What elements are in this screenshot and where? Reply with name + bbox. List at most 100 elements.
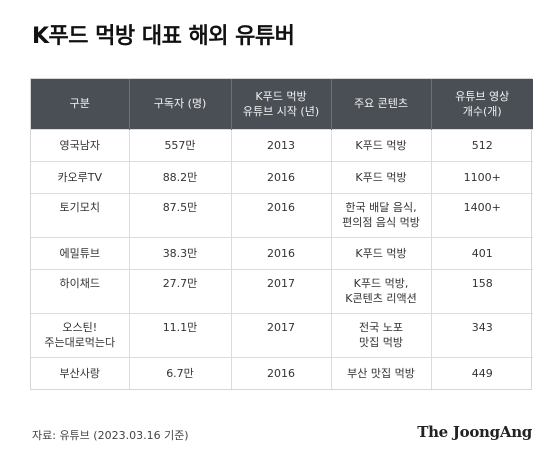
cell-text: 6.7만 bbox=[166, 366, 194, 380]
cell-text: 557만 bbox=[164, 138, 196, 152]
cell-text: 1100+ bbox=[463, 170, 501, 184]
cell-subscribers: 11.1만 bbox=[129, 312, 232, 357]
cell-name: 영국남자 bbox=[31, 128, 130, 161]
cell-text: 512 bbox=[471, 138, 493, 152]
header-text: 유튜브 시작 (년) bbox=[242, 104, 320, 118]
cell-start-year: 2016 bbox=[231, 236, 332, 269]
cell-start-year: 2016 bbox=[231, 356, 332, 389]
cell-text: 오스틴! bbox=[62, 320, 98, 334]
cell-name: 에밀튜브 bbox=[31, 236, 130, 269]
cell-name: 부산사랑 bbox=[31, 356, 130, 389]
header-text: K푸드 먹방 bbox=[255, 89, 307, 103]
cell-text: 2017 bbox=[267, 276, 295, 290]
cell-text: 401 bbox=[471, 246, 493, 260]
cell-text: 27.7만 bbox=[162, 276, 198, 290]
youtuber-table: 구분 구독자 (명) K푸드 먹방 유튜브 시작 (년) 주요 콘텐츠 유튜브 영상 개수(… bbox=[31, 79, 533, 389]
header-text: 구분 bbox=[69, 97, 90, 111]
table-row: 부산사랑 6.7만 2016 부산 맛집 먹방 449 bbox=[31, 356, 533, 389]
cell-text: K푸드 먹방 bbox=[355, 170, 407, 184]
cell-video-count: 158 bbox=[431, 268, 533, 313]
cell-main-content: K푸드 먹방 bbox=[331, 128, 432, 161]
cell-subscribers: 38.3만 bbox=[129, 236, 232, 269]
publisher-logo: The JoongAng bbox=[417, 423, 532, 441]
cell-text: 한국 배달 음식, bbox=[345, 200, 417, 214]
header-text: 개수(개) bbox=[462, 104, 502, 118]
cell-text: 1400+ bbox=[463, 200, 501, 214]
page-title: K푸드 먹방 대표 해외 유튜버 bbox=[32, 24, 295, 49]
cell-text: 2016 bbox=[267, 246, 295, 260]
cell-text: K푸드 먹방 bbox=[355, 246, 407, 260]
cell-text: K콘텐츠 리액션 bbox=[345, 291, 417, 305]
cell-text: 전국 노포 bbox=[359, 320, 403, 334]
cell-text: 하이채드 bbox=[59, 276, 100, 290]
cell-video-count: 1400+ bbox=[431, 192, 533, 237]
cell-subscribers: 6.7만 bbox=[129, 356, 232, 389]
cell-main-content: 부산 맛집 먹방 bbox=[331, 356, 432, 389]
cell-subscribers: 87.5만 bbox=[129, 192, 232, 237]
table-row: 오스틴! 주는대로먹는다 11.1만 2017 전국 노포 맛집 먹방 343 bbox=[31, 312, 533, 357]
cell-text: 2016 bbox=[267, 200, 295, 214]
cell-name: 오스틴! 주는대로먹는다 bbox=[31, 312, 130, 357]
cell-text: 449 bbox=[471, 366, 493, 380]
cell-video-count: 343 bbox=[431, 312, 533, 357]
table-row: 에밀튜브 38.3만 2016 K푸드 먹방 401 bbox=[31, 236, 533, 269]
table-row: 토기모치 87.5만 2016 한국 배달 음식, 편의점 음식 먹방 1400+ bbox=[31, 192, 533, 237]
cell-text: 88.2만 bbox=[162, 170, 198, 184]
cell-text: K푸드 먹방 bbox=[355, 138, 407, 152]
cell-text: 부산 맛집 먹방 bbox=[347, 366, 415, 380]
cell-start-year: 2016 bbox=[231, 192, 332, 237]
header-category: 구분 bbox=[31, 79, 130, 129]
table-row: 카오루TV 88.2만 2016 K푸드 먹방 1100+ bbox=[31, 160, 533, 193]
cell-subscribers: 88.2만 bbox=[129, 160, 232, 193]
header-subscribers: 구독자 (명) bbox=[129, 79, 232, 129]
cell-video-count: 512 bbox=[431, 128, 533, 161]
cell-main-content: K푸드 먹방 bbox=[331, 236, 432, 269]
cell-text: K푸드 먹방, bbox=[353, 276, 409, 290]
cell-main-content: 전국 노포 맛집 먹방 bbox=[331, 312, 432, 357]
cell-text: 부산사랑 bbox=[59, 366, 100, 380]
cell-text: 2016 bbox=[267, 170, 295, 184]
header-text: 유튜브 영상 bbox=[455, 89, 510, 103]
cell-subscribers: 27.7만 bbox=[129, 268, 232, 313]
cell-text: 2016 bbox=[267, 366, 295, 380]
cell-text: 편의점 음식 먹방 bbox=[342, 215, 420, 229]
table-row: 하이채드 27.7만 2017 K푸드 먹방, K콘텐츠 리액션 158 bbox=[31, 268, 533, 313]
header-row: 구분 구독자 (명) K푸드 먹방 유튜브 시작 (년) 주요 콘텐츠 유튜브 영상 개수(… bbox=[31, 79, 533, 129]
cell-name: 토기모치 bbox=[31, 192, 130, 237]
cell-subscribers: 557만 bbox=[129, 128, 232, 161]
header-main-content: 주요 콘텐츠 bbox=[331, 79, 432, 129]
cell-start-year: 2017 bbox=[231, 268, 332, 313]
cell-text: 87.5만 bbox=[162, 200, 198, 214]
cell-video-count: 449 bbox=[431, 356, 533, 389]
cell-start-year: 2017 bbox=[231, 312, 332, 357]
cell-name: 하이채드 bbox=[31, 268, 130, 313]
cell-text: 158 bbox=[471, 276, 493, 290]
table-header: 구분 구독자 (명) K푸드 먹방 유튜브 시작 (년) 주요 콘텐츠 유튜브 영상 개수(… bbox=[31, 79, 533, 129]
header-text: 구독자 (명) bbox=[153, 97, 207, 111]
source-note: 자료: 유튜브 (2023.03.16 기준) bbox=[32, 429, 189, 442]
header-start-year: K푸드 먹방 유튜브 시작 (년) bbox=[231, 79, 332, 129]
cell-name: 카오루TV bbox=[31, 160, 130, 193]
cell-main-content: K푸드 먹방, K콘텐츠 리액션 bbox=[331, 268, 432, 313]
table-body: 영국남자 557만 2013 K푸드 먹방 512 카오루TV 88.2만 2016 K푸드 먹… bbox=[31, 128, 533, 389]
cell-text: 343 bbox=[471, 320, 493, 334]
cell-main-content: 한국 배달 음식, 편의점 음식 먹방 bbox=[331, 192, 432, 237]
cell-text: 주는대로먹는다 bbox=[44, 335, 116, 349]
header-video-count: 유튜브 영상 개수(개) bbox=[431, 79, 533, 129]
cell-main-content: K푸드 먹방 bbox=[331, 160, 432, 193]
cell-text: 영국남자 bbox=[59, 138, 100, 152]
cell-start-year: 2016 bbox=[231, 160, 332, 193]
cell-text: 38.3만 bbox=[162, 246, 198, 260]
cell-text: 2017 bbox=[267, 320, 295, 334]
cell-text: 에밀튜브 bbox=[59, 246, 100, 260]
table-row: 영국남자 557만 2013 K푸드 먹방 512 bbox=[31, 128, 533, 161]
header-text: 주요 콘텐츠 bbox=[353, 97, 409, 111]
cell-text: 토기모치 bbox=[59, 200, 100, 214]
cell-video-count: 1100+ bbox=[431, 160, 533, 193]
cell-text: 카오루TV bbox=[57, 170, 103, 184]
cell-text: 11.1만 bbox=[162, 320, 198, 334]
cell-text: 2013 bbox=[267, 138, 295, 152]
cell-video-count: 401 bbox=[431, 236, 533, 269]
youtuber-table-container: 구분 구독자 (명) K푸드 먹방 유튜브 시작 (년) 주요 콘텐츠 유튜브 영상 개수(… bbox=[30, 78, 533, 390]
cell-text: 맛집 먹방 bbox=[359, 335, 403, 349]
